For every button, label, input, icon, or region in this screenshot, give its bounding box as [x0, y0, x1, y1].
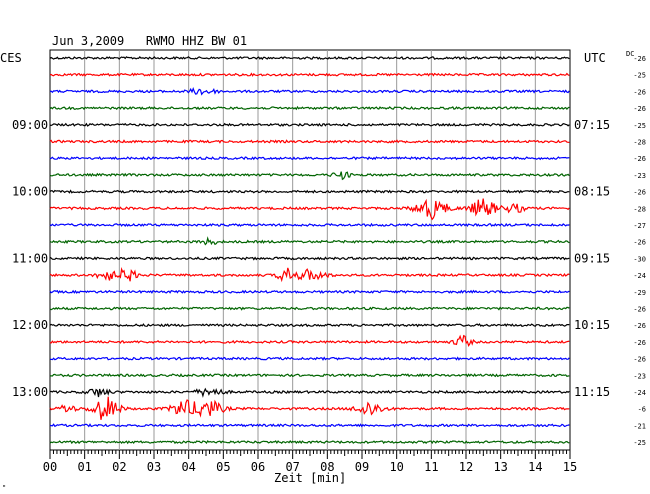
- dc-offset-label: -24: [633, 272, 646, 280]
- trace-16: [49, 323, 570, 328]
- right-time-label: 08:15: [574, 185, 610, 199]
- left-time-labels: 09:00 10:00 11:00 12:00 13:00: [12, 118, 48, 399]
- dc-offset-label: -26: [633, 239, 646, 247]
- trace-4: [49, 122, 570, 127]
- trace-20: [49, 387, 570, 398]
- trace-19: [50, 373, 570, 378]
- x-tick-label: 13: [493, 460, 507, 474]
- dc-offset-label: -26: [633, 322, 646, 330]
- dc-offset-label: -23: [633, 172, 646, 180]
- left-time-label: 11:00: [12, 251, 48, 265]
- x-tick-label: 05: [216, 460, 230, 474]
- trace-9: [49, 198, 570, 221]
- dc-offset-label: -21: [633, 422, 646, 430]
- x-tick-label: 09: [355, 460, 369, 474]
- x-tick-label: 12: [459, 460, 473, 474]
- x-axis: 00 01 02 03 04 05 06 07 08 09 10 11 12 13 14 15: [43, 450, 577, 474]
- dc-offset-label: -26: [633, 88, 646, 96]
- trace-5: [49, 139, 570, 144]
- dc-offset-label: -25: [633, 439, 646, 447]
- corner-mark: ": [2, 484, 6, 492]
- x-tick-label: 02: [112, 460, 126, 474]
- trace-10: [49, 222, 570, 228]
- trace-22: [49, 423, 570, 428]
- x-tick-label: 10: [389, 460, 403, 474]
- dc-offset-label: -26: [633, 55, 646, 63]
- trace-0: [49, 55, 570, 61]
- x-axis-label: Zeit [min]: [274, 471, 346, 485]
- dc-offset-labels: -26 -25 -26 -26 -25 -28 -26 -23 -26 -28 -27 -26 -30 -…: [633, 55, 646, 447]
- trace-8: [49, 189, 570, 194]
- plot-frame: [49, 49, 571, 451]
- trace-7: [49, 171, 570, 181]
- x-tick-label: 06: [251, 460, 265, 474]
- trace-17: [49, 334, 570, 347]
- x-tick-label: 04: [181, 460, 195, 474]
- left-time-label: 10:00: [12, 185, 48, 199]
- dc-offset-label: -26: [633, 105, 646, 113]
- x-tick-label: 11: [424, 460, 438, 474]
- right-time-labels: 07:15 08:15 09:15 10:15 11:15: [574, 118, 610, 399]
- dc-offset-label: -27: [633, 222, 646, 230]
- dc-offset-label: -25: [633, 72, 646, 80]
- x-tick-label: 00: [43, 460, 57, 474]
- dc-offset-label: -26: [633, 155, 646, 163]
- x-tick-label: 14: [528, 460, 542, 474]
- right-time-label: 07:15: [574, 118, 610, 132]
- trace-14: [49, 289, 570, 294]
- time-grid: [49, 49, 571, 451]
- x-tick-label: 15: [563, 460, 577, 474]
- dc-offset-label: -23: [633, 372, 646, 380]
- left-time-label: 13:00: [12, 385, 48, 399]
- dc-offset-label: -28: [633, 205, 646, 213]
- trace-21: [49, 396, 570, 420]
- trace-11: [49, 236, 570, 246]
- dc-offset-label: -28: [633, 139, 646, 147]
- trace-13: [49, 267, 570, 283]
- trace-23: [49, 440, 570, 445]
- dc-offset-label: -26: [633, 306, 646, 314]
- dc-offset-label: -26: [633, 339, 646, 347]
- dc-offset-label: -24: [633, 389, 646, 397]
- trace-6: [49, 156, 570, 161]
- right-timezone-label: UTC: [584, 51, 606, 65]
- left-time-label: 12:00: [12, 318, 48, 332]
- x-tick-label: 07: [285, 460, 299, 474]
- chart-title: Jun 3,2009 RWMO HHZ BW 01: [52, 34, 247, 48]
- x-tick-label: 08: [320, 460, 334, 474]
- trace-1: [49, 72, 570, 77]
- dc-offset-label: -6: [638, 406, 646, 414]
- dc-header-label: DC: [626, 50, 634, 58]
- dc-offset-label: -30: [633, 255, 646, 263]
- trace-2: [49, 87, 570, 96]
- trace-12: [49, 256, 570, 261]
- right-time-label: 10:15: [574, 318, 610, 332]
- dc-offset-label: -25: [633, 122, 646, 130]
- x-tick-label: 01: [77, 460, 91, 474]
- left-time-label: 09:00: [12, 118, 48, 132]
- dc-offset-label: -29: [633, 289, 646, 297]
- right-time-label: 09:15: [574, 251, 610, 265]
- right-time-label: 11:15: [574, 385, 610, 399]
- seismic-traces: [49, 55, 570, 445]
- x-tick-label: 03: [147, 460, 161, 474]
- trace-3: [49, 105, 570, 111]
- left-timezone-label: CES: [0, 51, 22, 65]
- dc-offset-label: -26: [633, 189, 646, 197]
- trace-18: [49, 356, 570, 361]
- trace-15: [49, 306, 570, 311]
- dc-offset-label: -26: [633, 356, 646, 364]
